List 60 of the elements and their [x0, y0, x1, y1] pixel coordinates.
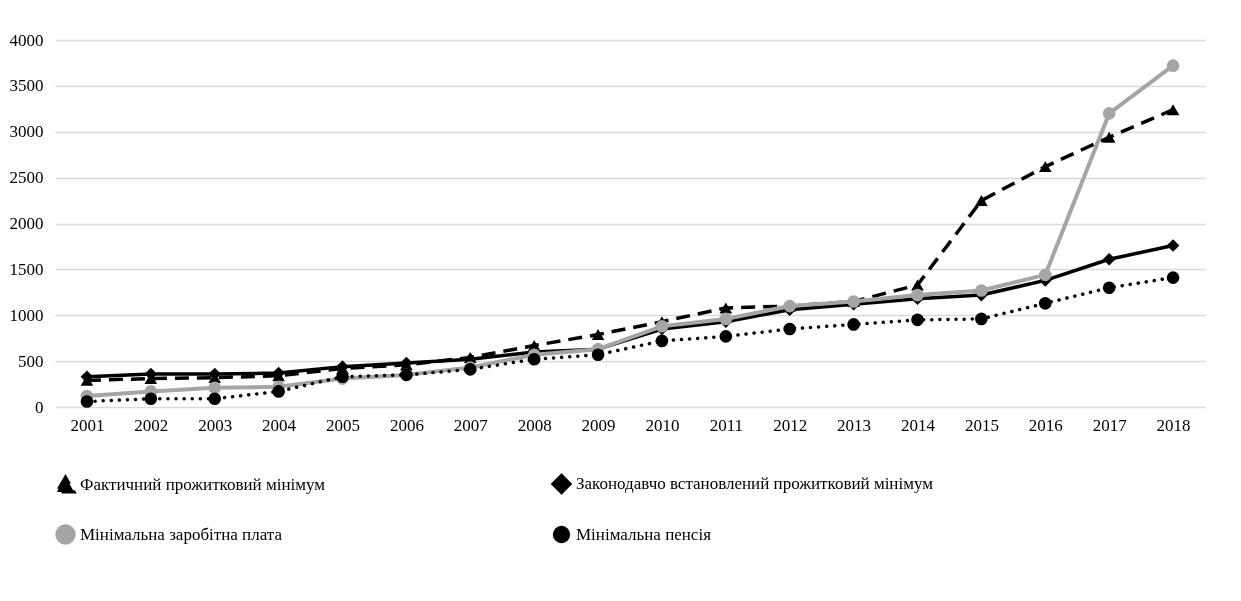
- x-tick-label: 2001: [70, 415, 105, 435]
- x-tick-label: 2010: [645, 415, 680, 435]
- point: [1166, 271, 1180, 284]
- point: [208, 381, 222, 395]
- point: [272, 385, 285, 398]
- y-tick-label: 2500: [9, 168, 44, 188]
- point: [1166, 104, 1180, 116]
- x-tick-label: 2012: [773, 415, 808, 435]
- legend-label: Мінімальна пенсія: [576, 524, 712, 544]
- point: [1038, 161, 1052, 173]
- x-tick-label: 2008: [517, 415, 552, 435]
- point: [975, 312, 988, 326]
- x-tick-label: 2004: [262, 415, 297, 435]
- point: [1102, 281, 1116, 295]
- point: [591, 329, 605, 340]
- point: [1102, 131, 1116, 143]
- point: [1166, 239, 1180, 252]
- point: [1102, 252, 1116, 266]
- point: [1102, 107, 1116, 120]
- point: [911, 288, 924, 302]
- x-tick-label: 2018: [1156, 415, 1191, 435]
- x-tick-label: 2002: [134, 415, 169, 435]
- x-tick-label: 2006: [389, 415, 424, 435]
- x-tick-label: 2013: [837, 415, 872, 435]
- x-tick-label: 2016: [1028, 415, 1063, 435]
- point: [783, 322, 797, 336]
- x-tick-label: 2011: [709, 415, 744, 435]
- point: [911, 313, 924, 327]
- legend-label: Фактичний прожитковий мінімум: [80, 474, 326, 494]
- x-tick-label: 2017: [1092, 415, 1128, 435]
- y-tick-label: 3500: [9, 76, 44, 96]
- x-tick-label: 2015: [964, 415, 999, 435]
- y-tick-label: 2000: [9, 214, 44, 233]
- y-tick-label: 0: [35, 397, 44, 417]
- point: [208, 392, 222, 406]
- point: [1038, 297, 1052, 310]
- x-tick-label: 2009: [581, 415, 616, 435]
- point: [847, 318, 860, 331]
- y-tick-label: 1000: [9, 305, 44, 325]
- y-tick-label: 3000: [9, 122, 44, 142]
- point: [591, 348, 605, 362]
- point: [1166, 59, 1180, 72]
- y-tick-label: 4000: [9, 30, 44, 50]
- legend-label: Законодавчо встановлений прожитковий мінімум: [576, 473, 934, 493]
- point: [80, 395, 94, 408]
- point: [144, 392, 158, 406]
- x-tick-label: 2007: [453, 415, 489, 435]
- legend-label: Мінімальна заробітна плата: [80, 524, 283, 544]
- y-tick-label: 1500: [9, 259, 44, 279]
- point: [975, 284, 988, 297]
- x-tick-label: 2014: [901, 415, 936, 435]
- point: [975, 195, 988, 207]
- point: [1038, 268, 1052, 282]
- point: [719, 302, 733, 314]
- point: [655, 334, 669, 348]
- point: [719, 330, 733, 343]
- x-tick-label: 2003: [198, 415, 233, 435]
- y-tick-label: 500: [18, 351, 44, 371]
- x-tick-label: 2005: [326, 415, 360, 435]
- point: [527, 352, 541, 366]
